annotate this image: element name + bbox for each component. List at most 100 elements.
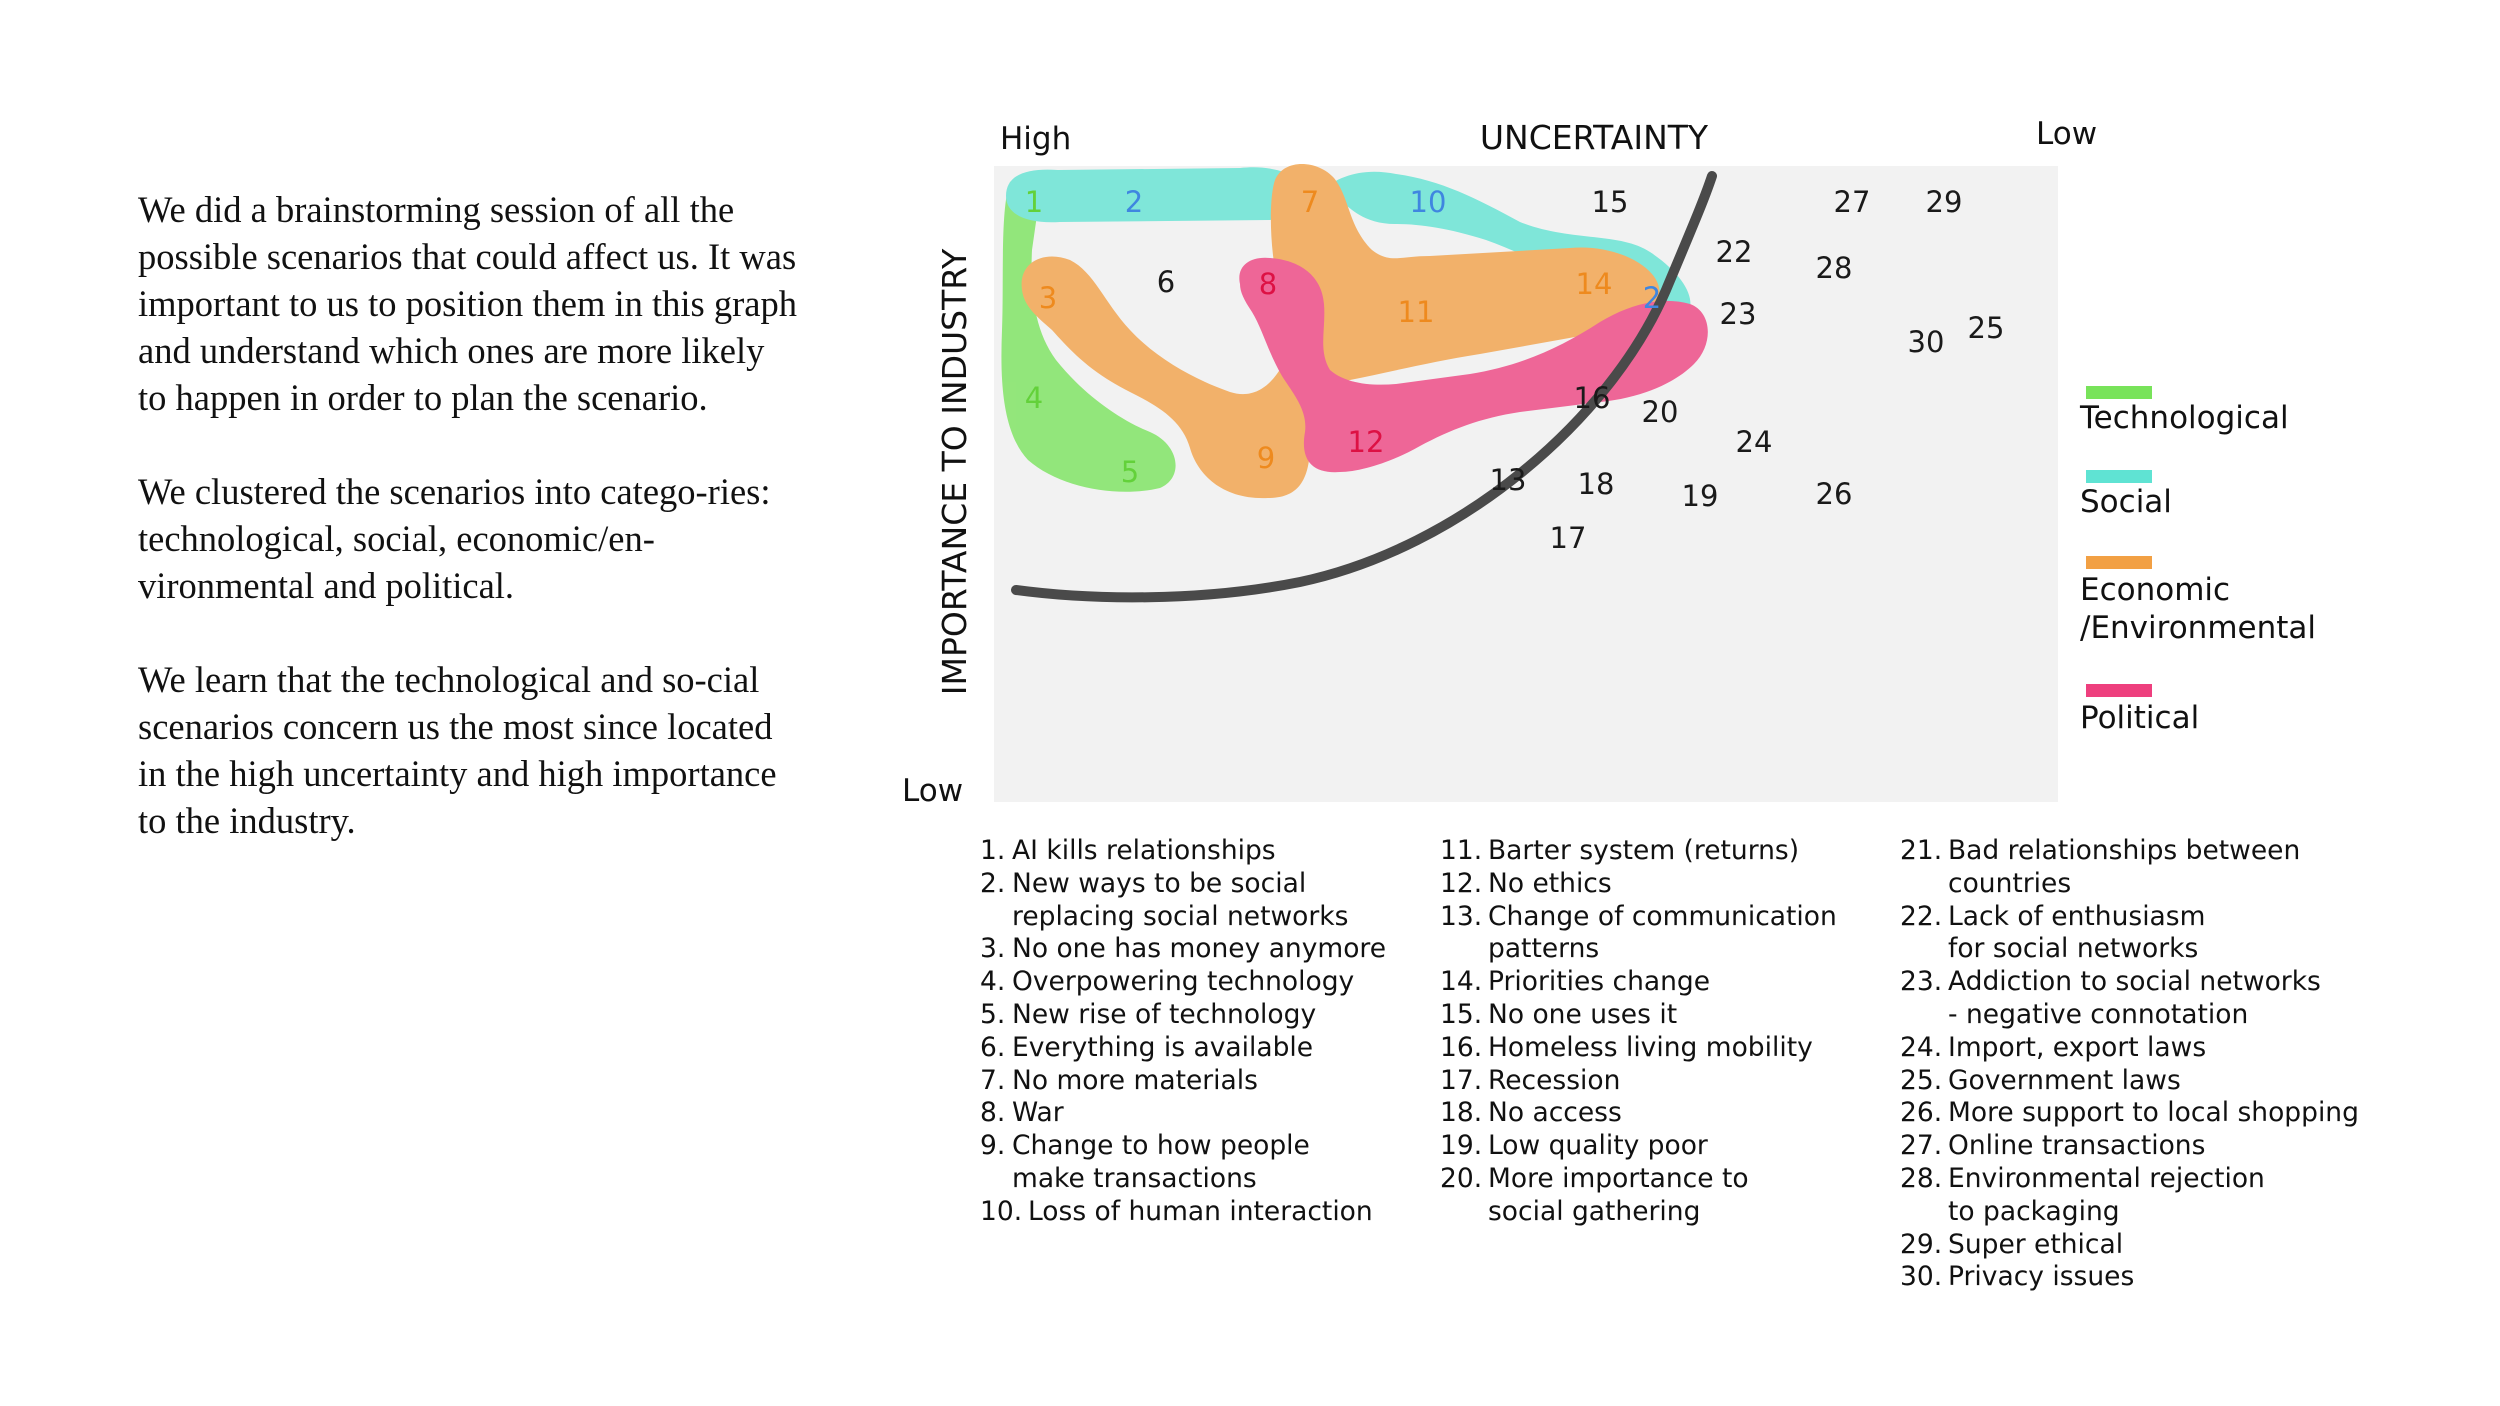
blob-economic [1021, 164, 1660, 499]
scenario-marker-23: 23 [1720, 297, 1757, 331]
scenario-number: 2. [980, 867, 1006, 899]
scenario-marker-19: 19 [1682, 479, 1719, 513]
legend-swatch [2086, 386, 2152, 399]
scenario-number: 14. [1440, 966, 1483, 998]
axis-x-title: UNCERTAINTY [1480, 118, 1709, 157]
scenario-number: 15. [1440, 998, 1483, 1030]
scenario-item: 29. Super ethical [1900, 1229, 2359, 1262]
scenario-item: 12. No ethics [1440, 868, 1837, 901]
scenario-number: 6. [980, 1031, 1006, 1063]
scenario-text: Bad relationships between countries [1948, 835, 2301, 899]
scenario-number: 27. [1900, 1130, 1943, 1162]
scenario-item: 4. Overpowering technology [980, 966, 1386, 999]
scenario-number: 19. [1440, 1130, 1483, 1162]
scenario-marker-17: 17 [1550, 521, 1587, 555]
scenario-number: 21. [1900, 835, 1943, 866]
scenario-number: 22. [1900, 900, 1943, 932]
scenario-text: New rise of technology [1012, 998, 1317, 1030]
intro-paragraph-3: We learn that the technological and so-c… [138, 659, 777, 841]
scenario-marker-6: 6 [1157, 265, 1175, 299]
legend-label: Technological [2079, 400, 2289, 436]
scenario-item: 14. Priorities change [1440, 966, 1837, 999]
scenario-text: No access [1488, 1097, 1622, 1129]
scenario-text: Recession [1488, 1064, 1621, 1096]
scenario-number: 28. [1900, 1162, 1943, 1194]
scenario-item: 17. Recession [1440, 1065, 1837, 1098]
scenario-text: War [1012, 1097, 1064, 1129]
scenario-item: 19. Low quality poor [1440, 1130, 1837, 1163]
scenario-item: 16. Homeless living mobility [1440, 1032, 1837, 1065]
scenario-text: Homeless living mobility [1488, 1031, 1813, 1063]
scenario-number: 4. [980, 966, 1006, 998]
scenario-number: 29. [1900, 1228, 1943, 1260]
scenario-text: Online transactions [1948, 1130, 2206, 1162]
scenario-text: Privacy issues [1948, 1261, 2135, 1293]
legend-label: Social [2080, 484, 2172, 520]
scenario-text: Super ethical [1948, 1228, 2124, 1260]
scenario-number: 10. [980, 1195, 1023, 1227]
scenario-text: New ways to be social replacing social n… [1012, 867, 1349, 932]
scenario-marker-28: 28 [1816, 251, 1853, 285]
scenario-text: No one has money anymore [1012, 933, 1387, 965]
scenario-item: 2. New ways to be social replacing social… [980, 868, 1386, 934]
scenario-item: 24. Import, export laws [1900, 1032, 2359, 1065]
scenario-marker-26: 26 [1816, 477, 1853, 511]
axis-x-high: High [1000, 121, 1071, 157]
legend-label: /Environmental [2080, 610, 2316, 646]
scenario-text: Barter system (returns) [1488, 835, 1800, 866]
scenario-text: Change of communication patterns [1488, 900, 1837, 965]
scenario-number: 23. [1900, 966, 1943, 998]
scenario-item: 26. More support to local shopping [1900, 1097, 2359, 1130]
blob-political [1239, 257, 1708, 473]
scenario-item: 6. Everything is available [980, 1032, 1386, 1065]
scenario-number: 18. [1440, 1097, 1483, 1129]
scenario-text: No one uses it [1488, 998, 1678, 1030]
intro-paragraph-2: We clustered the scenarios into catego-r… [138, 471, 771, 606]
intro-text: We did a brainstorming session of all th… [138, 186, 798, 891]
scenario-text: More support to local shopping [1948, 1097, 2359, 1129]
scenario-marker-5: 5 [1121, 455, 1139, 489]
legend-label: Political [2080, 700, 2199, 736]
scenario-marker-16: 16 [1574, 381, 1611, 415]
scenario-text: Priorities change [1488, 966, 1711, 998]
scenario-marker-13: 13 [1490, 463, 1527, 497]
scenario-item: 13. Change of communication patterns [1440, 901, 1837, 967]
blob-technological [1001, 178, 1176, 492]
scenario-marker-2: 2 [1125, 185, 1143, 219]
scenario-text: No more materials [1012, 1064, 1258, 1096]
scenario-marker-8: 8 [1259, 267, 1277, 301]
blob-social [1006, 167, 1691, 323]
scenario-item: 11. Barter system (returns) [1440, 835, 1837, 868]
scenario-item: 8. War [980, 1097, 1386, 1130]
axis-y-title: IMPORTANCE TO INDUSTRY [935, 248, 974, 695]
scenario-number: 20. [1440, 1162, 1483, 1194]
scenario-marker-7: 7 [1301, 185, 1319, 219]
scenario-number: 12. [1440, 867, 1483, 899]
scenario-number: 26. [1900, 1097, 1943, 1129]
scenario-marker-30: 30 [1908, 325, 1945, 359]
threshold-curve [1011, 171, 1717, 603]
scenario-text: Everything is available [1012, 1031, 1314, 1063]
scenario-marker-3: 3 [1039, 281, 1057, 315]
scenario-number: 7. [980, 1064, 1006, 1096]
scenario-list-col-3: 21. Bad relationships between countries 22… [1900, 835, 2359, 1294]
scenario-item: 7. No more materials [980, 1065, 1386, 1098]
scenario-item: 30. Privacy issues [1900, 1261, 2359, 1294]
scenario-marker-10: 10 [1410, 185, 1447, 219]
scenario-marker-9: 9 [1257, 441, 1275, 475]
scenario-item: 21. Bad relationships between countries [1900, 835, 2359, 901]
scenario-item: 1. AI kills relationships [980, 835, 1386, 868]
scenario-text: Change to how people make transactions [1012, 1130, 1310, 1194]
scenario-number: 24. [1900, 1031, 1943, 1063]
scenario-marker-22: 22 [1716, 235, 1753, 269]
scenario-number: 5. [980, 998, 1006, 1030]
scenario-item: 23. Addiction to social networks - negati… [1900, 966, 2359, 1032]
scenario-number: 3. [980, 933, 1006, 965]
scenario-number: 25. [1900, 1064, 1943, 1096]
scenario-item: 22. Lack of enthusiasm for social network… [1900, 901, 2359, 967]
scenario-item: 20. More importance to social gathering [1440, 1163, 1837, 1229]
scenario-text: More importance to social gathering [1488, 1162, 1749, 1227]
scenario-number: 11. [1440, 835, 1483, 866]
